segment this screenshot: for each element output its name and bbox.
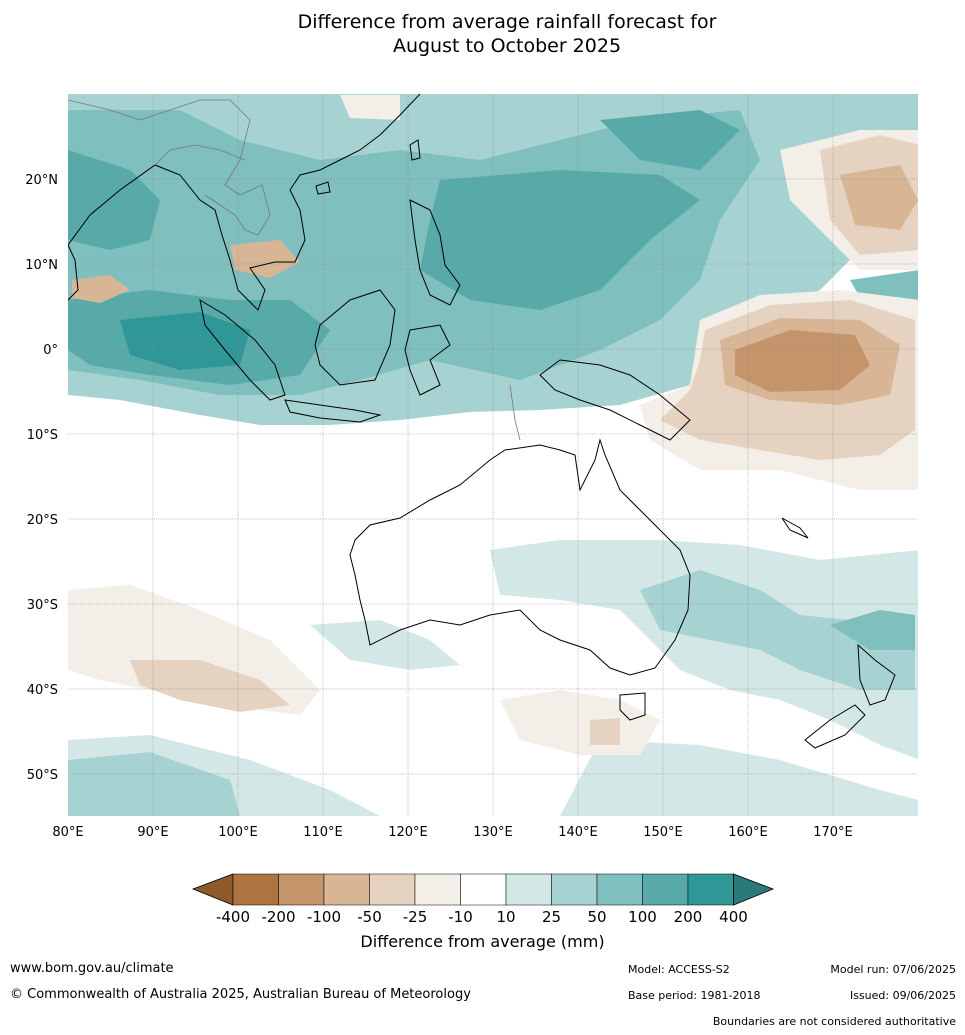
website-link[interactable]: www.bom.gov.au/climate bbox=[10, 961, 174, 976]
colorbar-swatch bbox=[278, 873, 325, 906]
colorbar-title: Difference from average (mm) bbox=[360, 932, 605, 951]
colorbar-swatch bbox=[232, 873, 279, 906]
colorbar-tick-label: -10 bbox=[448, 908, 473, 926]
model-run-date: Model run: 07/06/2025 bbox=[830, 963, 956, 976]
issued-date: Issued: 09/06/2025 bbox=[849, 989, 956, 1002]
model-name: Model: ACCESS-S2 bbox=[628, 963, 730, 976]
latitude-labels: 20°N 10°N 0° 10°S 20°S 30°S 40°S 50°S bbox=[25, 173, 58, 783]
title-line-2: August to October 2025 bbox=[392, 35, 622, 57]
lat-label-30s: 30°S bbox=[27, 598, 58, 613]
colorbar-swatch bbox=[687, 873, 734, 906]
dry-strong-region bbox=[840, 165, 918, 230]
lon-label-90e: 90°E bbox=[137, 825, 168, 840]
lon-label-150e: 150°E bbox=[643, 825, 683, 840]
colorbar-tick-label: 50 bbox=[587, 908, 606, 926]
new-zealand-south-coastline bbox=[804, 704, 866, 749]
lat-label-20s: 20°S bbox=[27, 513, 58, 528]
wet-stronger-region bbox=[68, 150, 160, 250]
colorbar-tick-label: 10 bbox=[496, 908, 515, 926]
colorbar-right-arrow bbox=[733, 873, 775, 906]
boundaries-disclaimer: Boundaries are not considered authoritat… bbox=[712, 1015, 956, 1028]
wet-stronger-region bbox=[420, 170, 700, 310]
asia-mainland-coastline bbox=[68, 94, 421, 311]
borneo-coastline bbox=[314, 289, 396, 386]
colorbar-swatch bbox=[551, 873, 598, 906]
copyright-text: © Commonwealth of Australia 2025, Austra… bbox=[10, 987, 471, 1002]
colorbar-tick-label: -25 bbox=[403, 908, 428, 926]
lat-label-0: 0° bbox=[43, 343, 58, 358]
colorbar-left-arrow bbox=[191, 873, 234, 906]
colorbar: -400 -200 -100 -50 -25 -10 10 25 50 100 … bbox=[191, 873, 775, 926]
dry-strong-region bbox=[230, 240, 300, 278]
philippines-coastline bbox=[409, 199, 461, 306]
lon-label-110e: 110°E bbox=[303, 825, 343, 840]
dry-mid-region bbox=[590, 718, 620, 745]
southern-fields bbox=[68, 540, 918, 816]
wet-mid-region bbox=[640, 570, 915, 690]
colorbar-swatch bbox=[369, 873, 416, 906]
colorbar-swatch bbox=[642, 873, 689, 906]
colorbar-tick-label: -50 bbox=[357, 908, 382, 926]
sumatra-coastline bbox=[199, 298, 286, 401]
base-period: Base period: 1981-2018 bbox=[628, 989, 761, 1002]
colorbar-swatch bbox=[505, 873, 552, 906]
lon-label-100e: 100°E bbox=[218, 825, 258, 840]
lat-label-40s: 40°S bbox=[27, 683, 58, 698]
sulawesi-coastline bbox=[404, 324, 451, 396]
wet-max-region bbox=[120, 312, 250, 370]
india-coastline bbox=[68, 244, 79, 301]
lon-label-170e: 170°E bbox=[813, 825, 853, 840]
dry-anomaly-fields bbox=[72, 95, 918, 490]
lat-label-20n: 20°N bbox=[25, 173, 58, 188]
dry-strong-region bbox=[72, 275, 130, 303]
colorbar-tick-label: 400 bbox=[719, 908, 748, 926]
lon-label-120e: 120°E bbox=[388, 825, 428, 840]
wet-light-region bbox=[310, 620, 460, 670]
lat-label-10n: 10°N bbox=[25, 258, 58, 273]
colorbar-tick-label: -200 bbox=[261, 908, 295, 926]
lon-label-160e: 160°E bbox=[728, 825, 768, 840]
lon-label-140e: 140°E bbox=[558, 825, 598, 840]
coastlines bbox=[68, 94, 896, 749]
new-guinea-coastline bbox=[539, 359, 691, 441]
dry-mid-region bbox=[130, 660, 290, 712]
lat-label-50s: 50°S bbox=[27, 768, 58, 783]
wet-mid-region bbox=[68, 752, 240, 816]
colorbar-swatch bbox=[414, 873, 461, 906]
new-caledonia-coastline bbox=[781, 517, 809, 539]
hainan-coastline bbox=[315, 181, 331, 195]
colorbar-tick-label: -100 bbox=[307, 908, 341, 926]
colorbar-tick-label: 100 bbox=[628, 908, 657, 926]
map-title: Difference from average rainfall forecas… bbox=[0, 10, 965, 58]
colorbar-swatch bbox=[323, 873, 370, 906]
title-line-1: Difference from average rainfall forecas… bbox=[297, 11, 717, 33]
wet-strong-region bbox=[830, 610, 915, 650]
java-coastline bbox=[284, 399, 382, 423]
wet-light-region bbox=[490, 540, 918, 760]
colorbar-tick-label: -400 bbox=[216, 908, 250, 926]
dry-light-region bbox=[340, 95, 400, 120]
longitude-labels: 80°E 90°E 100°E 110°E 120°E 130°E 140°E … bbox=[52, 825, 852, 840]
colorbar-swatch bbox=[460, 873, 507, 906]
lat-label-10s: 10°S bbox=[27, 428, 58, 443]
colorbar-swatch bbox=[596, 873, 643, 906]
colorbar-tick-label: 200 bbox=[674, 908, 703, 926]
australia-coastline bbox=[349, 438, 691, 676]
tasmania-coastline bbox=[619, 692, 646, 721]
country-borders bbox=[68, 99, 521, 441]
colorbar-tick-label: 25 bbox=[542, 908, 561, 926]
lon-label-130e: 130°E bbox=[473, 825, 513, 840]
new-zealand-north-coastline bbox=[857, 643, 896, 706]
lon-label-80e: 80°E bbox=[52, 825, 83, 840]
wet-stronger-region bbox=[600, 110, 740, 170]
wet-light-region bbox=[560, 740, 918, 816]
graticule bbox=[68, 94, 918, 816]
map-area bbox=[68, 94, 918, 816]
dry-stronger-region bbox=[735, 330, 870, 392]
taiwan-coastline bbox=[409, 139, 421, 161]
